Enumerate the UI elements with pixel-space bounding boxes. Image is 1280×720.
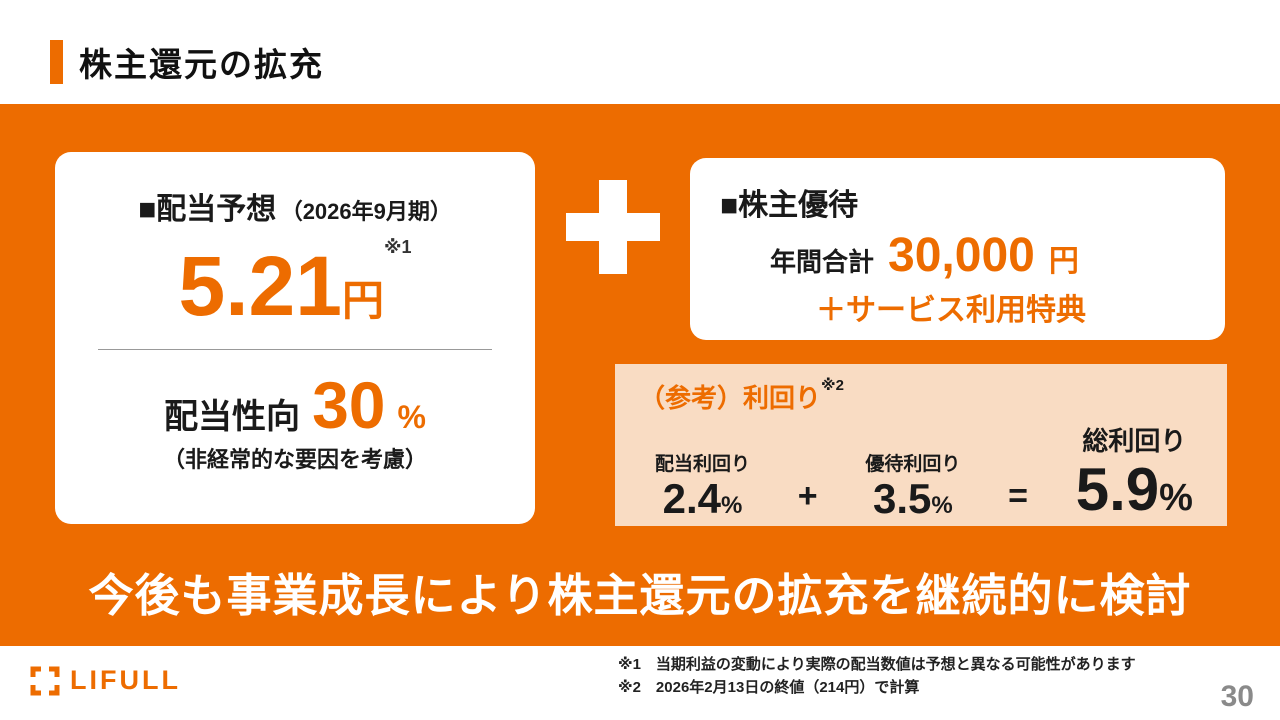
yield-row: 配当利回り 2.4% + 優待利回り 3.5% = 総利回り 5.9% bbox=[639, 421, 1199, 520]
yield-item-value: 5.9% bbox=[1076, 460, 1193, 520]
yield-value-unit: % bbox=[721, 492, 743, 519]
dividend-yield-item: 配当利回り 2.4% bbox=[655, 449, 750, 520]
yield-value-number: 3.5 bbox=[873, 475, 932, 522]
service-benefit-text: ＋サービス利用特典 bbox=[816, 293, 1086, 327]
dividend-card-heading: ■配当予想 bbox=[138, 193, 277, 226]
lifull-logo-text: LIFULL bbox=[70, 665, 181, 695]
slide-header: 株主還元の拡充 bbox=[50, 38, 324, 86]
lifull-logo: LIFULL bbox=[30, 665, 181, 696]
dividend-amount-row: 5.21円※1 bbox=[55, 238, 535, 335]
reference-yield-box: （参考）利回り※2 配当利回り 2.4% + 優待利回り 3.5% = 総利回り… bbox=[615, 364, 1227, 526]
footnotes: ※1 当期利益の変動により実際の配当数値は予想と異なる可能性があります ※2 2… bbox=[618, 653, 1136, 700]
yield-value-number: 2.4 bbox=[662, 475, 722, 522]
total-yield-item: 総利回り 5.9% bbox=[1076, 421, 1193, 520]
payout-ratio-row: 配当性向 30 % bbox=[55, 372, 535, 438]
annual-total-value: 30,000 bbox=[888, 229, 1035, 282]
yield-item-label: 配当利回り bbox=[655, 454, 751, 475]
annual-total-row: 年間合計 30,000 円 bbox=[720, 229, 1195, 283]
yield-value-number: 5.9 bbox=[1075, 456, 1160, 523]
yield-value-unit: % bbox=[1159, 477, 1193, 519]
main-panel: ■配当予想 （2026年9月期） 5.21円※1 配当性向 30 % （非経常的… bbox=[0, 104, 1280, 646]
payout-value: 30 bbox=[312, 367, 386, 442]
footnote-1: ※1 当期利益の変動により実際の配当数値は予想と異なる可能性があります bbox=[618, 656, 1136, 673]
equals-operator: = bbox=[1008, 477, 1028, 515]
annual-total-unit: 円 bbox=[1048, 245, 1079, 278]
benefit-card-heading: ■株主優待 bbox=[720, 189, 859, 222]
dividend-amount-value: 5.21 bbox=[178, 239, 342, 333]
dividend-card-period: （2026年9月期） bbox=[280, 199, 452, 224]
yield-item-label: 総利回り bbox=[1082, 426, 1187, 456]
payout-unit: % bbox=[397, 398, 426, 435]
yield-item-value: 3.5% bbox=[865, 478, 960, 520]
payout-label: 配当性向 bbox=[164, 397, 301, 436]
payout-note: （非経常的な要因を考慮） bbox=[162, 446, 427, 472]
card-divider bbox=[98, 348, 492, 350]
benefit-yield-item: 優待利回り 3.5% bbox=[865, 449, 960, 520]
yield-item-value: 2.4% bbox=[655, 478, 750, 520]
yield-item-label: 優待利回り bbox=[865, 454, 961, 475]
dividend-note-ref: ※1 bbox=[384, 237, 412, 257]
yield-note-ref: ※2 bbox=[821, 377, 844, 394]
yield-value-unit: % bbox=[931, 492, 953, 519]
title-accent-bar bbox=[50, 40, 63, 84]
plus-icon bbox=[566, 180, 660, 274]
dividend-amount-unit: 円 bbox=[341, 277, 384, 324]
yield-heading: （参考）利回り bbox=[639, 383, 822, 413]
plus-operator: + bbox=[797, 477, 818, 515]
footnote-2: ※2 2026年2月13日の終値（214円）で計算 bbox=[618, 679, 920, 697]
annual-total-label: 年間合計 bbox=[770, 247, 875, 277]
page-number: 30 bbox=[1220, 680, 1254, 713]
shareholder-benefit-card: ■株主優待 年間合計 30,000 円 ＋サービス利用特典 bbox=[690, 158, 1225, 340]
dividend-card-heading-row: ■配当予想 （2026年9月期） bbox=[55, 184, 535, 228]
yield-heading-row: （参考）利回り※2 bbox=[639, 378, 1199, 415]
lifull-bracket-mark-icon bbox=[30, 666, 60, 695]
dividend-forecast-card: ■配当予想 （2026年9月期） 5.21円※1 配当性向 30 % （非経常的… bbox=[55, 152, 535, 524]
page-title: 株主還元の拡充 bbox=[79, 46, 324, 83]
bottom-message: 今後も事業成長により株主還元の拡充を継続的に検討 bbox=[88, 570, 1192, 621]
